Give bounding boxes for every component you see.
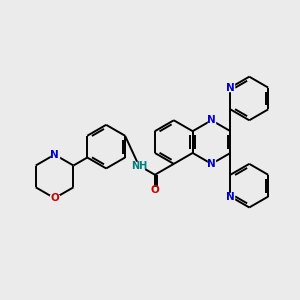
Text: O: O: [151, 185, 159, 195]
Bar: [150, 187, 159, 194]
Bar: [51, 151, 58, 158]
Text: N: N: [50, 150, 59, 160]
Text: N: N: [207, 115, 216, 125]
Text: N: N: [207, 159, 216, 170]
Bar: [208, 117, 215, 124]
Text: N: N: [226, 82, 235, 93]
Bar: [226, 193, 234, 200]
Text: O: O: [50, 193, 59, 203]
Bar: [226, 84, 234, 91]
Bar: [208, 160, 215, 167]
Bar: [134, 162, 144, 169]
Text: NH: NH: [131, 160, 147, 170]
Text: N: N: [226, 192, 235, 202]
Bar: [50, 195, 59, 202]
